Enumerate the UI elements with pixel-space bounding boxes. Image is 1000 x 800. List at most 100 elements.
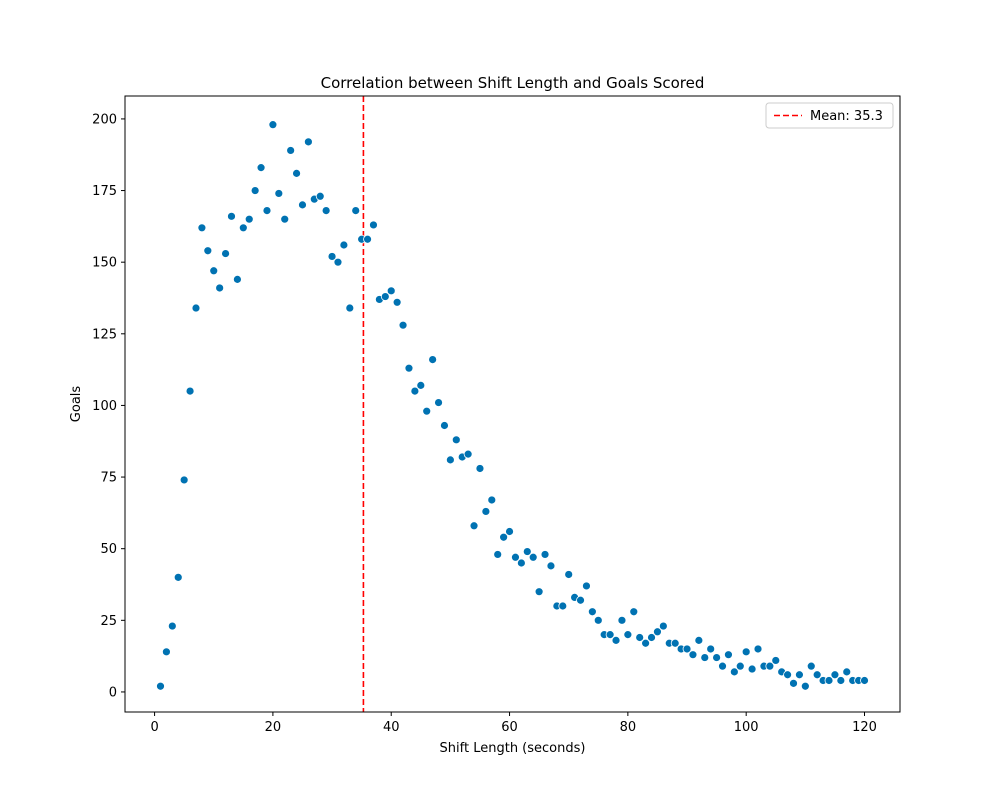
data-point	[250, 186, 260, 195]
data-point	[280, 214, 290, 224]
data-point	[688, 650, 698, 660]
data-point	[422, 406, 432, 416]
data-point	[860, 676, 869, 685]
data-point	[587, 607, 597, 617]
data-point	[493, 550, 503, 559]
data-point	[428, 355, 438, 364]
plot-frame	[124, 95, 901, 713]
data-point	[463, 449, 473, 459]
data-point	[729, 667, 739, 677]
data-point	[398, 320, 408, 330]
data-point	[623, 630, 633, 640]
data-point	[185, 386, 195, 396]
data-point	[197, 223, 207, 233]
data-point	[244, 214, 254, 224]
y-tick-label: 0	[109, 685, 117, 700]
data-point	[475, 464, 485, 473]
data-point	[534, 587, 544, 597]
data-point	[511, 552, 520, 562]
data-point	[546, 561, 556, 571]
data-point	[522, 547, 532, 556]
x-tick-label: 120	[852, 720, 877, 735]
data-point	[694, 635, 704, 645]
data-point	[469, 521, 479, 531]
data-point	[333, 257, 343, 267]
data-point	[824, 676, 834, 685]
x-tick-label: 60	[501, 720, 518, 735]
data-point	[487, 495, 497, 505]
x-tick-label: 20	[265, 720, 282, 735]
data-point	[653, 627, 662, 637]
data-point	[641, 638, 651, 648]
data-point	[753, 644, 763, 654]
data-point	[505, 527, 514, 536]
data-point	[771, 656, 781, 665]
x-tick-label: 100	[734, 720, 759, 735]
data-point	[576, 595, 585, 605]
x-axis-ticks: 0 20 40 60 80 100 120	[150, 712, 877, 735]
data-point	[404, 363, 414, 373]
data-point	[582, 581, 591, 591]
data-point	[629, 607, 639, 617]
data-point	[741, 647, 751, 657]
data-point	[303, 137, 313, 147]
data-point	[564, 570, 574, 579]
data-point	[416, 380, 426, 390]
data-point	[434, 398, 443, 407]
data-point	[345, 303, 355, 313]
data-point	[481, 507, 491, 516]
data-point	[209, 266, 219, 276]
data-point	[445, 455, 455, 465]
data-point	[800, 681, 810, 691]
y-axis-label: Goals	[69, 386, 84, 423]
data-point	[262, 206, 272, 216]
data-point	[363, 234, 372, 244]
data-point	[440, 421, 449, 430]
data-point	[233, 274, 242, 284]
data-point	[712, 653, 722, 662]
data-point	[274, 189, 284, 198]
data-point	[386, 286, 396, 296]
data-point	[635, 633, 645, 642]
y-tick-label: 175	[92, 184, 117, 199]
data-point	[286, 146, 296, 155]
data-point	[292, 168, 301, 178]
legend-box	[765, 102, 894, 129]
data-point	[516, 558, 526, 568]
data-point	[724, 650, 733, 660]
y-tick-label: 25	[100, 614, 117, 629]
y-tick-label: 150	[92, 256, 117, 271]
data-point	[203, 246, 213, 256]
data-point	[765, 661, 775, 671]
data-point	[369, 220, 378, 230]
y-axis-ticks: 0 25 50 75 100 125 150 175 200	[92, 112, 125, 700]
x-tick-label: 40	[383, 720, 400, 735]
data-point	[321, 206, 331, 216]
data-point	[783, 670, 792, 680]
data-point	[806, 661, 816, 671]
x-tick-label: 0	[150, 720, 158, 735]
data-point	[179, 475, 189, 485]
data-point	[706, 644, 716, 654]
legend: Mean: 35.3	[765, 102, 894, 129]
data-point	[173, 572, 183, 582]
data-point	[647, 633, 656, 642]
data-point	[268, 120, 278, 130]
data-point	[162, 647, 171, 657]
data-point	[221, 249, 230, 258]
data-point	[256, 163, 266, 173]
x-axis-label: Shift Length (seconds)	[440, 741, 586, 756]
data-point	[700, 653, 710, 662]
data-point	[392, 297, 402, 307]
data-point	[670, 638, 680, 648]
legend-mean-label: Mean: 35.3	[810, 109, 883, 124]
data-point	[540, 550, 550, 559]
data-points	[156, 120, 869, 691]
data-point	[410, 386, 420, 396]
data-point	[298, 200, 307, 210]
data-point	[611, 635, 621, 645]
y-tick-label: 75	[100, 471, 117, 486]
data-point	[836, 676, 846, 685]
data-point	[795, 670, 804, 680]
